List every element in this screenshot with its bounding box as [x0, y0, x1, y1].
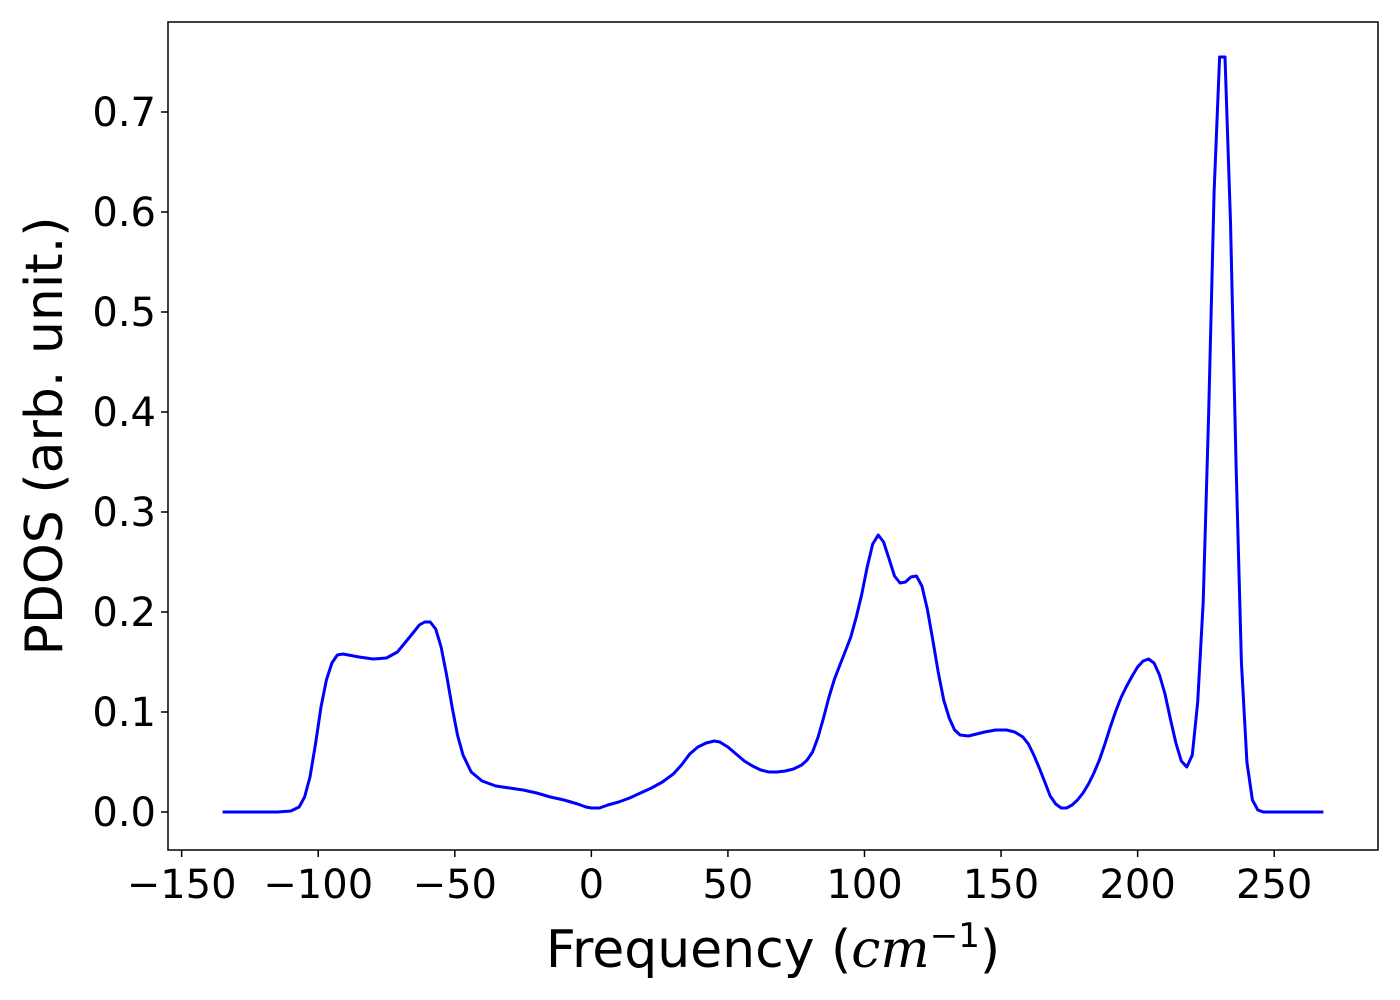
y-tick-label: 0.1 [92, 690, 156, 736]
series-line-pdos [222, 55, 1324, 814]
y-tick-label: 0.7 [92, 90, 156, 136]
y-tick-label: 0.6 [92, 190, 156, 236]
y-tick-label: 0.4 [92, 390, 156, 436]
plot-frame [167, 21, 1379, 851]
y-axis-title: PDOS (arb. unit.) [15, 216, 75, 655]
y-tick-label: 0.2 [92, 590, 156, 636]
y-axis-ticks: 0.0 0.1 0.2 0.3 0.4 0.5 0.6 0.7 [92, 90, 168, 836]
x-tick-label: −150 [127, 862, 237, 908]
x-tick-label: −100 [263, 862, 373, 908]
x-tick-label: 50 [702, 862, 753, 908]
x-axis-ticks: −150 −100 −50 0 50 100 150 200 250 [127, 850, 1312, 908]
x-tick-label: 0 [579, 862, 604, 908]
plot-background [168, 22, 1378, 850]
x-tick-label: 100 [826, 862, 902, 908]
x-tick-label: −50 [413, 862, 497, 908]
x-tick-label: 200 [1099, 862, 1175, 908]
x-tick-label: 250 [1236, 862, 1312, 908]
y-tick-label: 0.3 [92, 490, 156, 536]
y-tick-label: 0.5 [92, 290, 156, 336]
x-axis-title: Frequency (cm−1) [546, 916, 1000, 980]
x-tick-label: 150 [963, 862, 1039, 908]
y-tick-label: 0.0 [92, 790, 156, 836]
